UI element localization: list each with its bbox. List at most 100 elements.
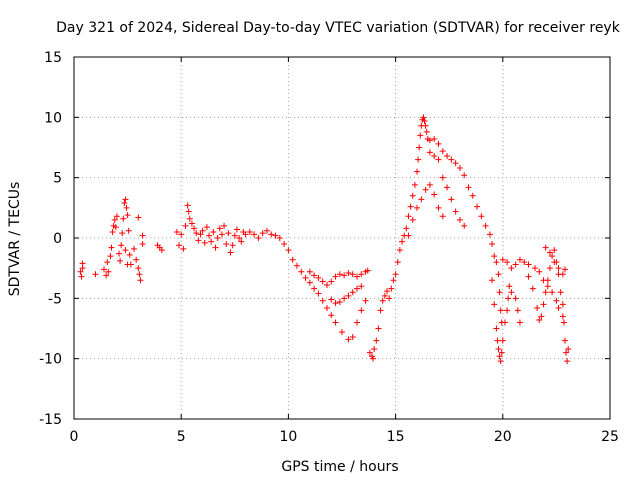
data-point xyxy=(512,261,519,268)
data-point xyxy=(109,228,116,235)
y-tick-label: 10 xyxy=(44,110,62,126)
data-point xyxy=(315,274,322,281)
data-point xyxy=(414,168,421,175)
data-point xyxy=(123,204,130,211)
data-point xyxy=(498,319,505,326)
data-point xyxy=(131,245,138,252)
data-point xyxy=(534,304,541,311)
data-point xyxy=(349,333,356,340)
data-point xyxy=(139,232,146,239)
data-point xyxy=(426,137,433,144)
data-point xyxy=(323,304,330,311)
data-point xyxy=(319,278,326,285)
x-tick-label: 0 xyxy=(70,429,79,445)
data-point xyxy=(375,325,382,332)
data-point xyxy=(77,268,84,275)
data-point xyxy=(452,208,459,215)
data-point xyxy=(422,186,429,193)
data-point xyxy=(549,253,556,260)
data-point xyxy=(551,259,558,266)
data-point xyxy=(407,203,414,210)
data-point xyxy=(405,232,412,239)
data-point xyxy=(489,277,496,284)
data-point xyxy=(403,225,410,232)
tick-labels: 0 5 10 15 20 25 -15 -10 -5 0 5 10 15 xyxy=(39,50,619,445)
data-point xyxy=(373,337,380,344)
data-point xyxy=(390,277,397,284)
data-point xyxy=(182,222,189,229)
x-tick-label: 5 xyxy=(177,429,186,445)
data-point xyxy=(381,292,388,299)
data-point xyxy=(506,283,513,290)
data-point xyxy=(525,261,532,268)
data-point xyxy=(542,244,549,251)
data-point xyxy=(339,329,345,336)
data-point xyxy=(289,256,296,263)
data-point xyxy=(246,228,253,235)
data-point xyxy=(448,196,455,203)
data-point xyxy=(478,213,485,220)
data-point xyxy=(216,225,223,232)
data-point xyxy=(512,295,519,302)
data-point xyxy=(208,238,215,245)
data-point xyxy=(121,200,128,207)
data-point xyxy=(546,249,553,256)
data-point xyxy=(236,235,243,241)
data-point xyxy=(421,117,428,124)
data-point xyxy=(482,222,489,229)
data-point xyxy=(104,259,111,266)
data-point xyxy=(332,300,339,307)
data-point xyxy=(78,273,85,280)
data-point xyxy=(555,265,562,272)
data-point xyxy=(122,247,129,254)
data-point xyxy=(439,174,446,181)
data-point xyxy=(255,235,262,241)
data-point xyxy=(188,220,195,227)
data-point xyxy=(306,279,313,286)
data-point xyxy=(538,313,545,320)
data-point xyxy=(229,242,236,249)
data-point xyxy=(411,181,418,188)
data-point xyxy=(354,319,361,326)
data-point xyxy=(341,272,348,279)
data-point xyxy=(107,253,114,260)
data-point xyxy=(536,268,543,275)
data-point xyxy=(549,289,556,296)
data-point xyxy=(354,273,361,280)
data-point xyxy=(173,228,180,235)
data-point xyxy=(210,228,217,235)
data-point xyxy=(452,160,459,167)
data-point xyxy=(184,202,191,209)
data-point xyxy=(135,265,142,272)
data-point xyxy=(364,267,371,274)
y-tick-label: -10 xyxy=(39,352,62,368)
data-point xyxy=(122,196,129,203)
data-point xyxy=(223,241,230,248)
data-point xyxy=(431,152,438,159)
data-point xyxy=(105,268,112,275)
data-point xyxy=(117,257,124,264)
data-point xyxy=(221,222,228,229)
data-point xyxy=(341,295,348,302)
data-point xyxy=(185,208,192,215)
data-point xyxy=(306,268,313,275)
data-point xyxy=(555,304,562,311)
data-point xyxy=(498,349,505,356)
data-point xyxy=(396,247,403,254)
data-point xyxy=(416,144,423,151)
x-axis-label: GPS time / hours xyxy=(281,459,398,475)
data-point xyxy=(259,230,266,237)
data-point xyxy=(516,256,523,263)
data-point xyxy=(199,227,206,234)
grid-lines xyxy=(74,57,610,419)
data-point xyxy=(508,265,515,272)
data-point xyxy=(377,307,384,314)
data-point xyxy=(456,165,463,172)
data-point xyxy=(345,269,352,276)
data-point xyxy=(499,256,506,263)
data-point xyxy=(493,325,500,332)
data-point xyxy=(540,301,547,308)
data-point xyxy=(495,346,502,353)
data-point xyxy=(491,253,498,260)
